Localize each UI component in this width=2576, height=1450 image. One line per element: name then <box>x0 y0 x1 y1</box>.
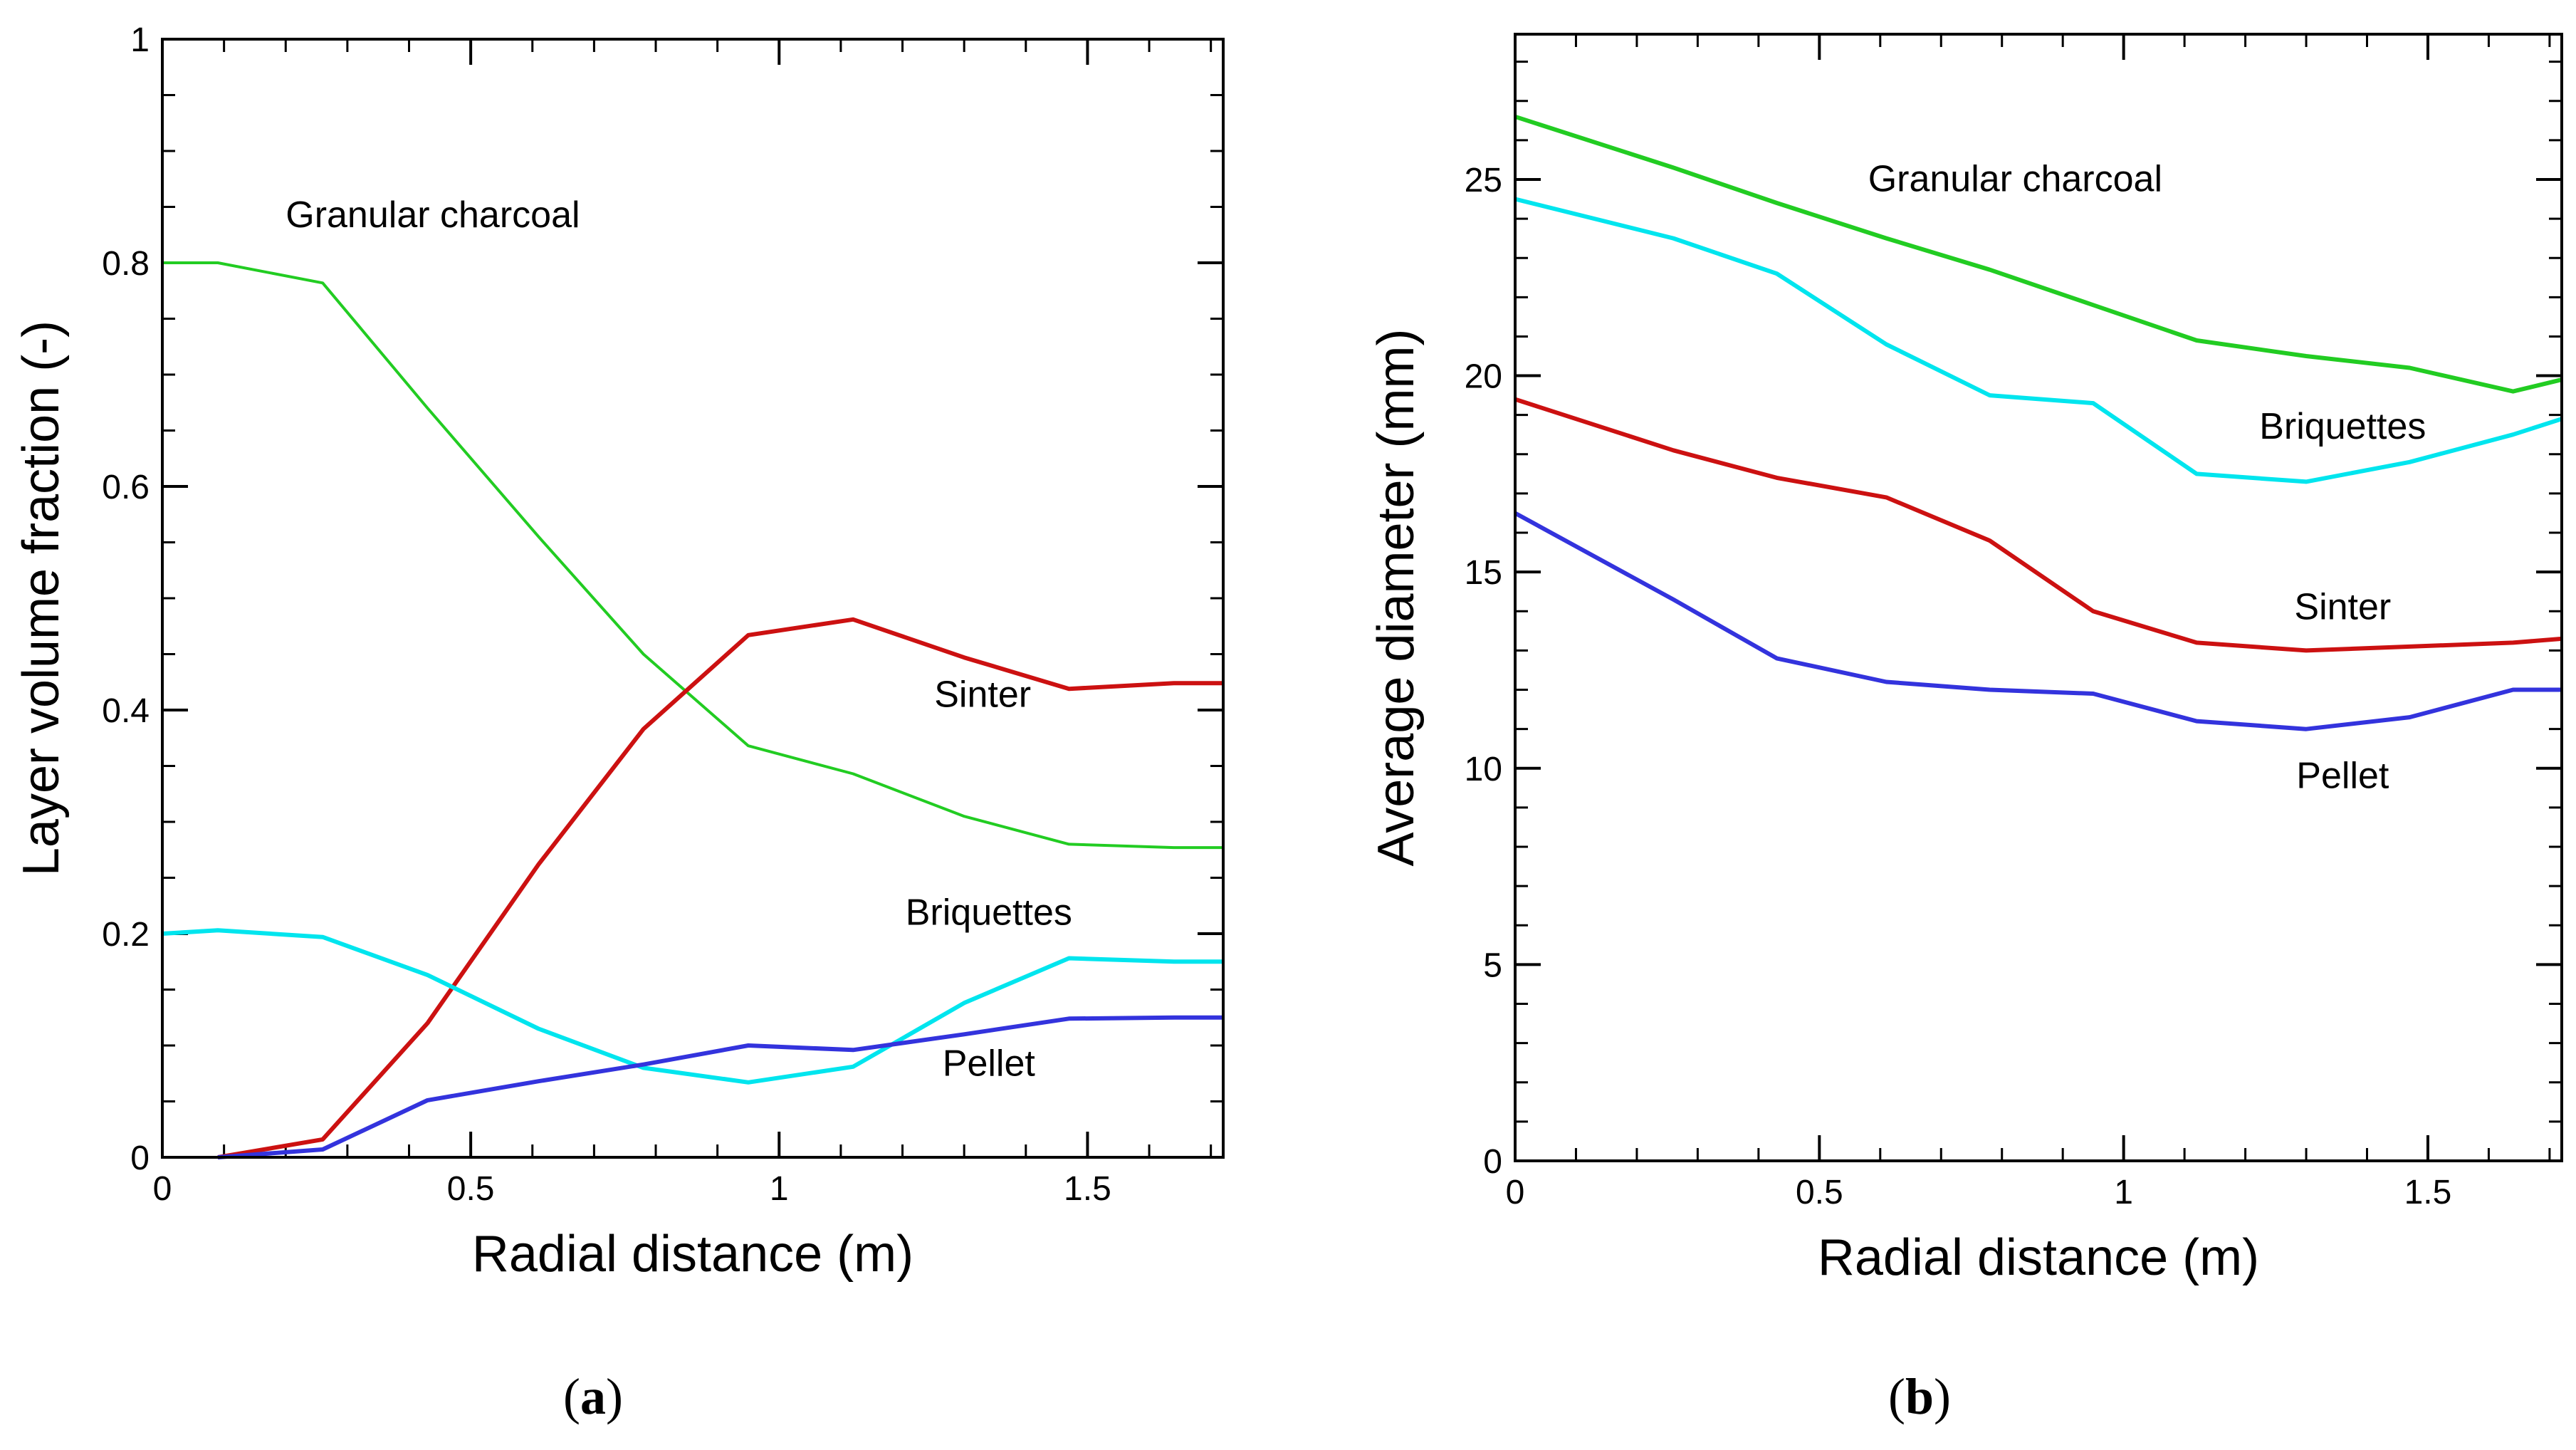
panel-b-y-tick-label: 10 <box>1465 751 1502 788</box>
caption-a-close-paren: ) <box>606 1368 623 1425</box>
caption-b: (b) <box>1888 1368 1951 1425</box>
panel-a-x-tick-label: 0 <box>153 1170 172 1208</box>
panel-b-series-briquettes <box>1514 197 2562 484</box>
panel-a-y-axis-title: Layer volume fraction (-) <box>13 320 70 876</box>
panel-b-y-tick-label: 5 <box>1483 946 1502 984</box>
panel-b-label-sinter: Sinter <box>2294 586 2391 627</box>
panel-b-label-granular-charcoal: Granular charcoal <box>1868 158 2162 199</box>
caption-b-close-paren: ) <box>1934 1368 1951 1425</box>
panel-b-plot-frame <box>1514 33 2563 1162</box>
panel-b-y-tick-label: 25 <box>1465 162 1502 199</box>
caption-b-open-paren: ( <box>1888 1368 1905 1425</box>
panel-b-label-briquettes: Briquettes <box>2259 406 2426 447</box>
panel-a-label-pellet: Pellet <box>943 1043 1036 1084</box>
panel-a-y-tick-label: 0 <box>130 1139 150 1177</box>
panel-b-series-pellet <box>1514 511 2562 731</box>
panel-b-y-tick-label: 0 <box>1483 1143 1502 1181</box>
chart-panel-a: 0 0.5 1 1.5 0 0.2 0.4 0.6 0.8 1 Granular charcoal S… <box>13 21 1225 1283</box>
caption-a-open-paren: ( <box>563 1368 580 1425</box>
panel-b-label-pellet: Pellet <box>2296 755 2389 796</box>
panel-a-y-tick-label: 0.6 <box>102 469 150 506</box>
panel-a-series-briquettes <box>162 928 1223 1085</box>
panel-a-plot-frame <box>161 38 1225 1159</box>
panel-b-series-sinter <box>1514 397 2562 653</box>
panel-b-x-tick-label: 1 <box>2114 1174 2133 1211</box>
panel-b-y-tick-label: 20 <box>1465 358 1502 396</box>
panel-b-y-axis-title: Average diameter (mm) <box>1368 329 1425 867</box>
panel-a-x-tick-label: 0.5 <box>447 1170 495 1208</box>
panel-b-x-axis-title: Radial distance (m) <box>1818 1229 2259 1286</box>
panel-a-label-sinter: Sinter <box>934 674 1031 715</box>
panel-a-series-pellet <box>217 1015 1223 1159</box>
panel-a-x-axis-title: Radial distance (m) <box>472 1226 913 1283</box>
caption-b-letter: b <box>1905 1368 1934 1425</box>
panel-b-x-tick-label: 1.5 <box>2404 1174 2452 1211</box>
caption-a-letter: a <box>580 1368 606 1425</box>
panel-a-series-sinter <box>217 617 1223 1159</box>
panel-b-x-tick-label: 0.5 <box>1796 1174 1843 1211</box>
panel-a-y-tick-label: 0.8 <box>102 245 150 283</box>
panel-a-x-tick-label: 1 <box>770 1170 789 1208</box>
panel-a-label-briquettes: Briquettes <box>906 892 1072 933</box>
panel-a-label-granular-charcoal: Granular charcoal <box>286 194 580 236</box>
panel-a-y-tick-label: 0.4 <box>102 692 150 730</box>
panel-a-series-granular-charcoal <box>162 261 1223 850</box>
panel-a-y-tick-label: 0.2 <box>102 916 150 954</box>
panel-a-y-tick-label: 1 <box>130 21 150 59</box>
panel-b-y-tick-label: 15 <box>1465 554 1502 592</box>
caption-a: (a) <box>563 1368 623 1425</box>
panel-b-x-tick-label: 0 <box>1506 1174 1525 1211</box>
panel-b-series-granular-charcoal <box>1514 114 2562 394</box>
panel-a-x-tick-label: 1.5 <box>1064 1170 1111 1208</box>
chart-panel-b: 0 0.5 1 1.5 0 5 10 15 20 25 Granular charcoal Briqu… <box>1368 33 2563 1286</box>
